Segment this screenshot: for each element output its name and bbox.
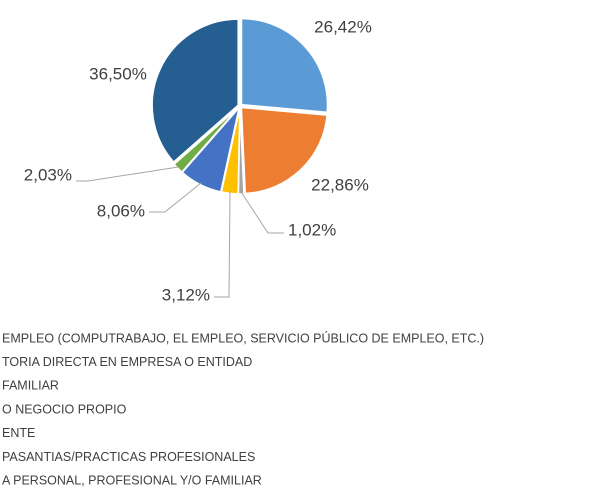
pie-slice — [173, 106, 240, 174]
legend-label: O NEGOCIO PROPIO — [2, 402, 127, 416]
legend-label: PASANTIAS/PRACTICAS PROFESIONALES — [2, 450, 255, 464]
leader-line — [214, 191, 231, 298]
data-label: 26,42% — [314, 17, 372, 36]
data-label: 2,03% — [24, 165, 72, 184]
legend-label: FAMILIAR — [2, 379, 59, 393]
leader-line — [149, 182, 202, 213]
legend-label: EMPLEO (COMPUTRABAJO, EL EMPLEO, SERVICI… — [2, 330, 484, 345]
data-label: 1,02% — [288, 220, 336, 239]
data-label: 8,06% — [97, 201, 145, 220]
data-label: 22,86% — [311, 175, 369, 194]
leader-line — [240, 191, 284, 234]
data-label: 3,12% — [162, 285, 210, 304]
data-label: 36,50% — [89, 64, 147, 83]
pie-slice — [151, 18, 239, 164]
legend-label: ENTE — [2, 426, 35, 440]
legend-label: A PERSONAL, PROFESIONAL Y/O FAMILIAR — [2, 473, 262, 487]
pie-slice — [240, 17, 329, 114]
legend-label: TORIA DIRECTA EN EMPRESA O ENTIDAD — [2, 355, 252, 369]
pie-slice — [240, 106, 328, 195]
leader-line — [76, 166, 180, 182]
